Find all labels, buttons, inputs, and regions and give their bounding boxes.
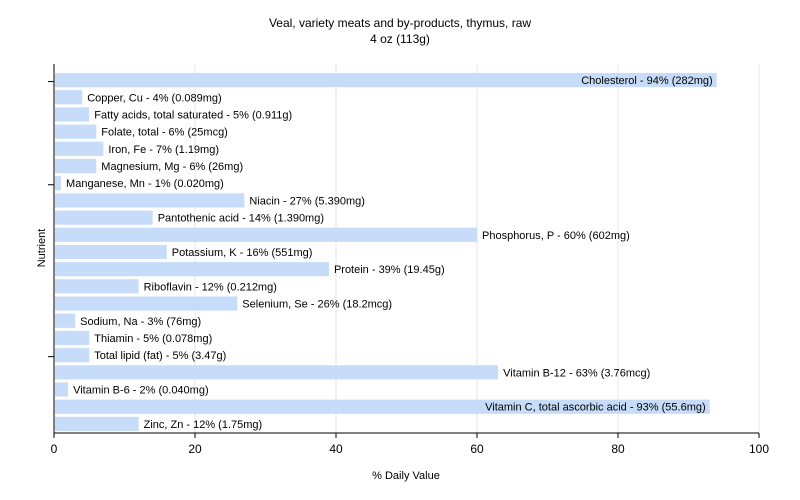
bar-label: Vitamin C, total ascorbic acid - 93% (55… [485,402,706,414]
y-axis-title: Nutrient [36,228,48,268]
bar-label: Manganese, Mn - 1% (0.020mg) [66,178,224,190]
x-tick-label: 60 [470,442,484,456]
bar-label: Copper, Cu - 4% (0.089mg) [87,92,222,104]
bar [55,330,90,346]
x-tick-label: 80 [611,442,625,456]
bar [55,176,62,191]
bar [55,348,90,363]
bar [55,416,139,431]
x-tick-label: 100 [749,442,769,456]
bar [55,90,83,105]
bar-label: Cholesterol - 94% (282mg) [581,75,712,87]
bar-label: Phosphorus, P - 60% (602mg) [482,230,630,242]
bar-label: Vitamin B-6 - 2% (0.040mg) [73,385,209,397]
bar [55,313,76,328]
bar-label: Niacin - 27% (5.390mg) [249,195,365,207]
bar-label: Pantothenic acid - 14% (1.390mg) [158,213,324,225]
chart-subtitle: 4 oz (113g) [370,32,430,46]
bar [55,124,97,139]
bar [55,107,90,122]
bar [55,227,477,242]
bar [55,382,69,397]
bar [55,141,104,156]
x-tick-label: 0 [51,442,58,456]
bar-label: Thiamin - 5% (0.078mg) [94,333,212,345]
bar-label: Vitamin B-12 - 63% (3.76mcg) [503,367,650,379]
bar-label: Potassium, K - 16% (551mg) [172,247,313,259]
bar [55,158,97,174]
bar [55,365,499,380]
chart-title: Veal, variety meats and by-products, thy… [268,16,532,30]
x-tick-label: 40 [329,442,343,456]
bar-label: Folate, total - 6% (25mcg) [101,127,228,139]
bar [55,399,710,414]
x-tick-label: 20 [188,442,202,456]
bar [55,262,329,277]
bar-label: Selenium, Se - 26% (18.2mcg) [242,299,392,311]
bar-label: Riboflavin - 12% (0.212mg) [144,281,277,293]
bar-label: Magnesium, Mg - 6% (26mg) [101,161,243,173]
bar-label: Total lipid (fat) - 5% (3.47g) [94,350,226,362]
bar-label: Zinc, Zn - 12% (1.75mg) [144,419,263,431]
bar-label: Protein - 39% (19.45g) [334,264,445,276]
bar-label: Fatty acids, total saturated - 5% (0.911… [94,109,292,121]
bar [55,193,245,208]
bar [55,244,167,260]
x-axis-title: % Daily Value [372,470,440,482]
bar [55,279,139,294]
bar-label: Iron, Fe - 7% (1.19mg) [108,144,219,156]
bar [55,73,717,88]
bar [55,210,153,225]
bar [55,296,238,311]
bar-label: Sodium, Na - 3% (76mg) [80,316,201,328]
